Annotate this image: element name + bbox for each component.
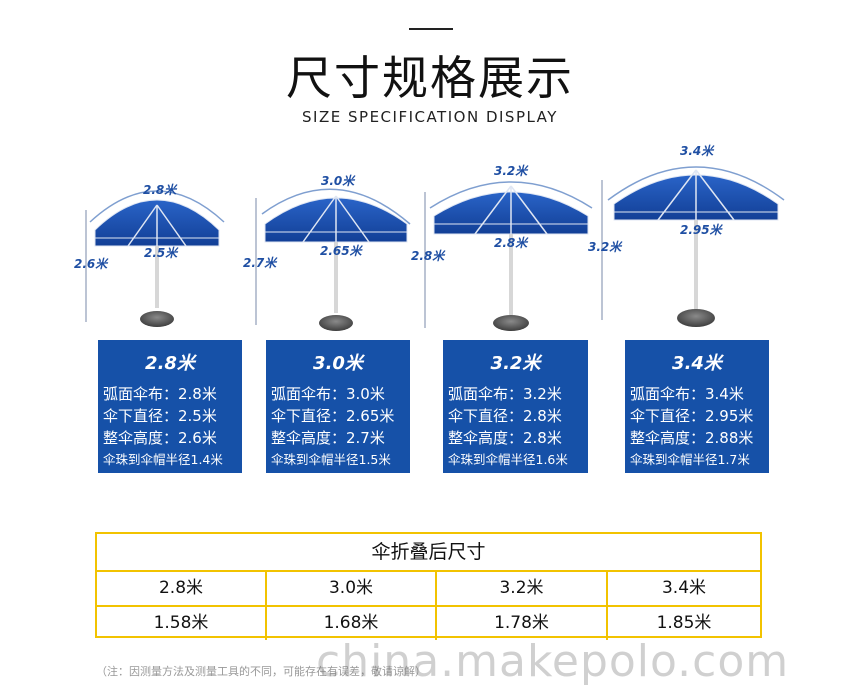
measurement-note: （注：因测量方法及测量工具的不同，可能存在有误差，敬请谅解） — [96, 665, 426, 678]
folded-cell: 1.68米 — [265, 607, 435, 640]
umbrella-3-2: 3.2米 2.8米 2.8米 — [411, 164, 593, 331]
spec-arc-cloth: 弧面伞布：3.0米 — [271, 385, 385, 403]
spec-card-3-4: 3.4米 弧面伞布：3.4米 伞下直径：2.95米 整伞高度：2.88米 伞珠到… — [625, 340, 769, 473]
arc-label: 3.0米 — [321, 174, 356, 188]
spec-height: 整伞高度：2.8米 — [448, 429, 562, 447]
page-subtitle: SIZE SPECIFICATION DISPLAY — [302, 108, 558, 126]
spec-diameter: 伞下直径：2.8米 — [448, 407, 562, 425]
spec-card-title: 3.4米 — [672, 353, 722, 374]
folded-cell: 1.85米 — [606, 607, 760, 640]
arc-line — [261, 188, 411, 225]
watermark: china.makepolo.com — [316, 636, 790, 687]
umbrella-diagram: 2.8米 2.5米 2.6米 3.0米 2.65米 2.7米 3.2米 2.8米… — [74, 144, 785, 331]
umbrella-3-4: 3.4米 2.95米 3.2米 — [588, 144, 785, 327]
spec-radius: 伞珠到伞帽半径1.5米 — [271, 452, 391, 467]
spec-height: 整伞高度：2.7米 — [271, 429, 385, 447]
diameter-label: 2.5米 — [144, 246, 179, 260]
spec-card-title: 2.8米 — [145, 353, 195, 374]
title-decoration-line — [409, 28, 453, 30]
pole — [509, 234, 513, 316]
folded-cell: 1.58米 — [153, 613, 209, 633]
spec-radius: 伞珠到伞帽半径1.4米 — [103, 452, 223, 467]
pole — [155, 246, 159, 308]
spec-diameter: 伞下直径：2.95米 — [630, 407, 754, 425]
spec-arc-cloth: 弧面伞布：3.2米 — [448, 385, 562, 403]
diameter-label: 2.8米 — [494, 236, 529, 250]
canopy-ribs — [127, 204, 187, 247]
spec-arc-cloth: 弧面伞布：3.4米 — [630, 385, 744, 403]
spec-radius: 伞珠到伞帽半径1.7米 — [630, 452, 750, 467]
pole — [694, 220, 698, 310]
height-label: 2.6米 — [74, 257, 109, 271]
spec-card-3-2: 3.2米 弧面伞布：3.2米 伞下直径：2.8米 整伞高度：2.8米 伞珠到伞帽… — [443, 340, 588, 473]
size-cell: 3.4米 — [606, 572, 760, 605]
height-label: 3.2米 — [588, 240, 623, 254]
arc-label: 2.8米 — [143, 183, 178, 197]
arc-label: 3.2米 — [494, 164, 529, 178]
height-label: 2.7米 — [243, 256, 278, 270]
height-label: 2.8米 — [411, 249, 446, 263]
size-cell: 2.8米 — [158, 578, 204, 598]
page-title: 尺寸规格展示 — [286, 51, 574, 105]
folded-table-title: 伞折叠后尺寸 — [97, 534, 760, 572]
umbrella-base — [319, 315, 353, 331]
diameter-label: 2.95米 — [680, 223, 724, 237]
table-row: 1.58米 1.68米 1.78米 1.85米 — [97, 605, 760, 640]
folded-size-table: 伞折叠后尺寸 2.8米 3.0米 3.2米 3.4米 1.58米 1.68米 1… — [95, 532, 762, 640]
canopy-ribs — [302, 195, 370, 243]
canopy-ribs — [474, 185, 548, 235]
umbrella-base — [140, 311, 174, 327]
size-cell: 3.2米 — [435, 572, 606, 605]
spec-diameter: 伞下直径：2.65米 — [271, 407, 395, 425]
diameter-label: 2.65米 — [320, 244, 364, 258]
umbrella-base — [677, 309, 715, 327]
pole — [334, 242, 338, 313]
spec-arc-cloth: 弧面伞布：2.8米 — [103, 385, 217, 403]
folded-cell: 1.78米 — [435, 607, 606, 640]
umbrella-2-8: 2.8米 2.5米 2.6米 — [74, 183, 225, 327]
spec-diameter: 伞下直径：2.5米 — [103, 407, 217, 425]
spec-height: 整伞高度：2.88米 — [630, 429, 754, 447]
spec-card-title: 3.0米 — [313, 353, 363, 374]
spec-card-3-0: 3.0米 弧面伞布：3.0米 伞下直径：2.65米 整伞高度：2.7米 伞珠到伞… — [266, 340, 410, 473]
arc-label: 3.4米 — [680, 144, 715, 158]
spec-card-2-8: 2.8米 弧面伞布：2.8米 伞下直径：2.5米 整伞高度：2.6米 伞珠到伞帽… — [98, 340, 242, 473]
spec-radius: 伞珠到伞帽半径1.6米 — [448, 452, 568, 467]
umbrella-base — [493, 315, 529, 331]
arc-line — [607, 166, 785, 201]
spec-card-title: 3.2米 — [490, 353, 541, 374]
arc-line — [89, 190, 225, 223]
arc-line — [429, 181, 593, 209]
size-cell: 3.0米 — [265, 572, 435, 605]
umbrella-3-0: 3.0米 2.65米 2.7米 — [243, 174, 411, 331]
table-row: 2.8米 3.0米 3.2米 3.4米 — [97, 572, 760, 605]
spec-height: 整伞高度：2.6米 — [103, 429, 217, 447]
